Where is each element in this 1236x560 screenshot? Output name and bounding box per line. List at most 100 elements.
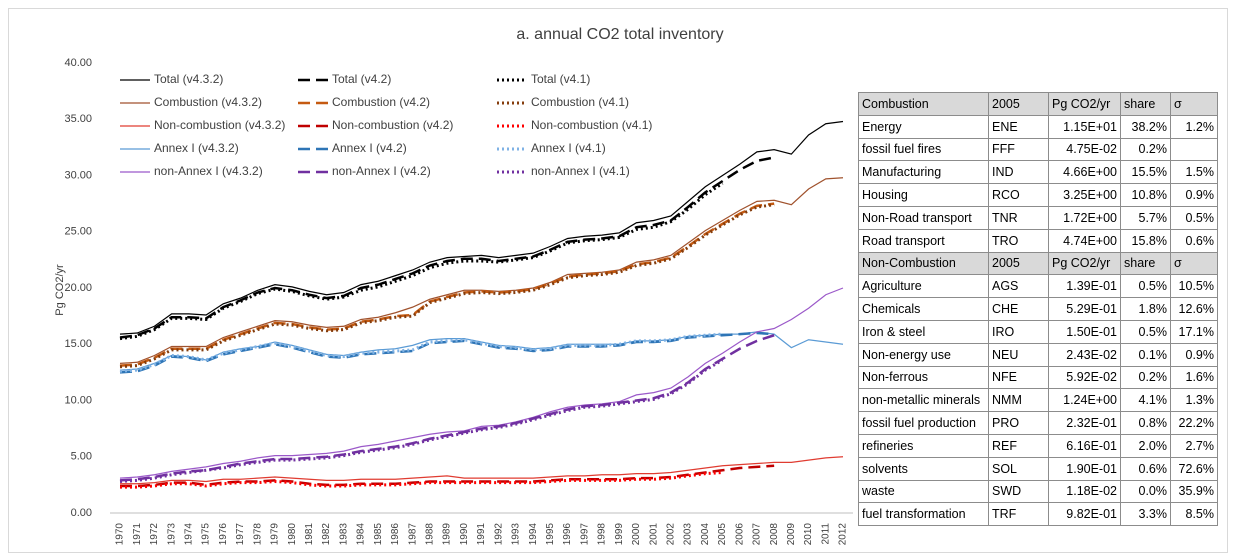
table-cell: 0.6% — [1120, 456, 1171, 481]
table-cell: 2.7% — [1170, 433, 1218, 458]
table-cell: Non-energy use — [858, 342, 989, 367]
frame — [8, 8, 1228, 553]
legend-label: Combustion (v4.1) — [531, 95, 629, 109]
table-cell: 12.6% — [1170, 297, 1218, 321]
x-tick-label: 2001 — [648, 523, 659, 546]
x-tick-label: 1973 — [166, 523, 177, 546]
legend-label: Total (v4.3.2) — [154, 72, 223, 86]
table-row: non-metallic minerals NMM 1.24E+00 4.1% 1.3% — [858, 388, 1218, 413]
table-cell: 6.16E-01 — [1048, 433, 1121, 458]
y-tick-label: 15.00 — [64, 338, 92, 350]
table-cell: Road transport — [858, 228, 989, 253]
table-cell: 5.29E-01 — [1048, 297, 1121, 321]
legend-label: Non-combustion (v4.2) — [332, 118, 453, 132]
table-cell: NFE — [988, 365, 1049, 390]
x-tick-label: 1984 — [356, 523, 367, 546]
x-tick-label: 1985 — [373, 523, 384, 546]
table-row: fossil fuel fires FFF 4.75E-02 0.2% — [858, 137, 1218, 162]
legend-label: Annex I (v4.2) — [332, 141, 407, 155]
table-cell: 0.9% — [1170, 183, 1218, 207]
table-cell: waste — [858, 479, 989, 504]
table-cell: 10.8% — [1120, 183, 1171, 207]
table-header-cell: 2005 — [988, 92, 1049, 116]
table-cell: 0.2% — [1120, 365, 1171, 390]
table-cell: AGS — [988, 274, 1049, 299]
table-cell: fuel transformation — [858, 502, 989, 527]
y-tick-label: 10.00 — [64, 394, 92, 406]
x-tick-label: 2006 — [734, 523, 745, 546]
y-tick-label: 25.00 — [64, 226, 92, 238]
table-cell: refineries — [858, 433, 989, 458]
inventory-table: Combustion 2005 Pg CO2/yr share σ Energy ENE 1.… — [858, 92, 1218, 527]
x-tick-label: 1998 — [597, 523, 608, 546]
table-cell: 1.50E-01 — [1048, 319, 1121, 344]
x-tick-label: 1972 — [149, 523, 160, 546]
y-axis-label: Pg CO2/yr — [54, 264, 66, 316]
x-tick-label: 1983 — [338, 523, 349, 546]
table-header-cell: share — [1120, 92, 1171, 116]
table-cell: 4.1% — [1120, 388, 1171, 413]
x-tick-label: 1997 — [579, 523, 590, 546]
x-tick-label: 1981 — [304, 523, 315, 546]
series-line — [119, 287, 844, 479]
legend-label: Combustion (v4.3.2) — [154, 95, 262, 109]
table-cell: IND — [988, 160, 1049, 185]
series-line — [119, 332, 723, 373]
table-row: Chemicals CHE 5.29E-01 1.8% 12.6% — [858, 297, 1218, 321]
x-tick-label: 2000 — [631, 523, 642, 546]
table-row: fuel transformation TRF 9.82E-01 3.3% 8.5% — [858, 502, 1218, 527]
series-line — [119, 182, 724, 341]
x-tick-label: 1979 — [270, 523, 281, 546]
table-cell: SWD — [988, 479, 1049, 504]
table-row: Agriculture AGS 1.39E-01 0.5% 10.5% — [858, 274, 1218, 299]
x-tick-label: 1996 — [562, 523, 573, 546]
table-row: Energy ENE 1.15E+01 38.2% 1.2% — [858, 114, 1218, 139]
x-tick-label: 2005 — [717, 523, 728, 546]
table-cell: 1.39E-01 — [1048, 274, 1121, 299]
table-cell: TNR — [988, 205, 1049, 230]
table-cell: Iron & steel — [858, 319, 989, 344]
table-cell: 2.43E-02 — [1048, 342, 1121, 367]
table-cell: 3.3% — [1120, 502, 1171, 527]
table-cell: PRO — [988, 411, 1049, 435]
table-cell: TRF — [988, 502, 1049, 527]
table-header-cell: Non-Combustion — [858, 251, 989, 276]
x-tick-label: 1970 — [115, 523, 126, 546]
table-cell: 1.90E-01 — [1048, 456, 1121, 481]
table-row: refineries REF 6.16E-01 2.0% 2.7% — [858, 433, 1218, 458]
x-tick-label: 1982 — [321, 523, 332, 546]
x-tick-label: 1990 — [459, 523, 470, 546]
table-row: waste SWD 1.18E-02 0.0% 35.9% — [858, 479, 1218, 504]
x-tick-label: 1992 — [493, 523, 504, 546]
table-header-cell: Pg CO2/yr — [1048, 251, 1121, 276]
table-cell: fossil fuel production — [858, 411, 989, 435]
table-cell: 8.5% — [1170, 502, 1218, 527]
table-cell: 1.15E+01 — [1048, 114, 1121, 139]
x-tick-label: 1991 — [476, 523, 487, 546]
x-tick-label: 2002 — [665, 523, 676, 546]
table-cell: Non-Road transport — [858, 205, 989, 230]
table-cell: 4.66E+00 — [1048, 160, 1121, 185]
y-tick-label: 5.00 — [71, 451, 92, 463]
x-tick-label: 1993 — [511, 523, 522, 546]
x-tick-label: 1971 — [132, 523, 143, 546]
table-cell: 0.2% — [1120, 137, 1171, 162]
series-line — [119, 120, 844, 335]
x-tick-label: 1980 — [287, 523, 298, 546]
table-cell: 5.7% — [1120, 205, 1171, 230]
x-tick-label: 1977 — [235, 523, 246, 546]
table-row: Housing RCO 3.25E+00 10.8% 0.9% — [858, 183, 1218, 207]
series-line — [119, 156, 775, 339]
table-row: fossil fuel production PRO 2.32E-01 0.8% 22.… — [858, 411, 1218, 435]
table-header-cell: σ — [1170, 251, 1218, 276]
table-cell: 0.6% — [1170, 228, 1218, 253]
x-tick-label: 2009 — [786, 523, 797, 546]
x-tick-label: 2004 — [700, 523, 711, 546]
table-body: Combustion 2005 Pg CO2/yr share σ Energy ENE 1.… — [858, 92, 1218, 527]
legend-label: non-Annex I (v4.2) — [332, 164, 431, 178]
table-cell: 1.24E+00 — [1048, 388, 1121, 413]
x-tick-label: 2012 — [838, 523, 849, 546]
series-line — [119, 358, 724, 483]
table-cell: 1.72E+00 — [1048, 205, 1121, 230]
